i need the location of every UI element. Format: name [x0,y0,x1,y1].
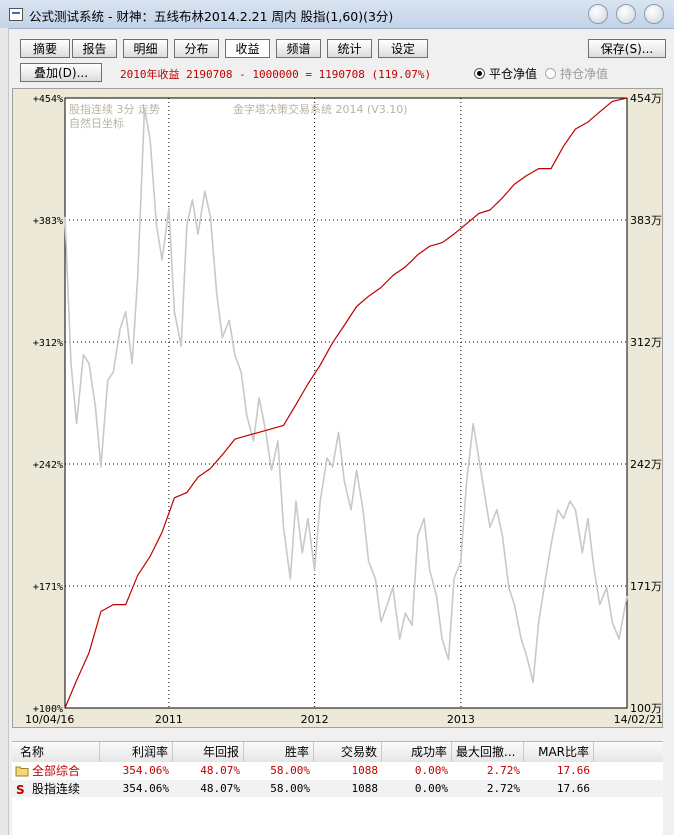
row-name: 全部综合 [32,764,81,778]
tab-detail[interactable]: 明细 [123,39,168,58]
equity-series-line [64,97,628,709]
tab-report[interactable]: 报告 [72,39,117,58]
maximize-button[interactable] [616,4,636,24]
tab-summary[interactable]: 摘要 [20,39,70,58]
tab-statistics[interactable]: 统计 [327,39,372,58]
overlay-button[interactable]: 叠加(D)... [20,63,102,82]
row-annual-return: 48.07% [200,764,240,777]
y-right-tick-label: 171万 [630,580,662,593]
radio-hold-equity-label: 持仓净值 [560,67,609,81]
x-tick-label: 14/02/21 [614,713,663,726]
y-right-tick-label: 454万 [630,92,662,105]
radio-dot-selected [474,68,485,79]
chart-overlay-system: 金字塔决策交易系统 2014 (V3.10) [233,102,408,116]
col-annual-return[interactable]: 年回报 [173,742,244,762]
save-button[interactable]: 保存(S)... [588,39,666,58]
app-icon [9,8,23,21]
radio-close-equity-label: 平仓净值 [489,67,538,81]
plot-area [64,97,628,709]
folder-icon [15,766,29,777]
title-bar: 公式测试系统 - 财神：五线布林2014.2.21 周内 股指(1,60)(3分… [0,0,674,29]
chart-overlay-title: 股指连续 3分 走势 [69,102,160,116]
chart-overlay-subtitle: 自然日坐标 [69,116,124,130]
price-series-line [64,107,628,684]
row-win-rate: 58.00% [270,764,310,777]
table-empty-area [12,797,663,835]
svg-text:S: S [16,783,25,795]
y-left-tick-label: +383% [33,216,63,227]
tab-distribution[interactable]: 分布 [174,39,219,58]
close-button[interactable] [644,4,664,24]
x-tick-label: 2011 [155,713,183,726]
y-right-tick-label: 383万 [630,214,662,227]
col-max-drawdown[interactable]: 最大回撤... [452,742,524,762]
tab-settings[interactable]: 设定 [378,39,428,58]
x-tick-label: 2013 [447,713,475,726]
minimize-button[interactable] [588,4,608,24]
row-profit: 354.06% [122,764,169,777]
row-trades: 1088 [351,764,379,777]
col-success-rate[interactable]: 成功率 [382,742,452,762]
y-left-tick-label: +242% [33,460,63,471]
row-mar-ratio: 17.66 [556,782,590,795]
table-row[interactable]: S 股指连续 354.06% 48.07% 58.00% 1088 0.00% … [12,780,663,798]
row-name: 股指连续 [32,782,81,796]
window-title: 公式测试系统 - 财神：五线布林2014.2.21 周内 股指(1,60)(3分… [29,9,394,24]
tab-spectrum[interactable]: 频谱 [276,39,321,58]
row-max-drawdown: 2.72% [486,782,520,795]
radio-hold-equity[interactable]: 持仓净值 [545,65,608,82]
x-tick-label: 10/04/16 [25,713,74,726]
col-mar-ratio[interactable]: MAR比率 [524,742,594,762]
left-window-edge [0,28,9,835]
radio-dot [545,68,556,79]
radio-close-equity[interactable]: 平仓净值 [474,65,537,82]
s-icon: S [16,783,25,795]
row-win-rate: 58.00% [270,782,310,795]
yearly-return-summary: 2010年收益 2190708 - 1000000 = 1190708 (119… [120,68,432,81]
row-mar-ratio: 17.66 [556,764,590,777]
y-left-tick-label: +312% [33,338,63,349]
equity-chart: +454% 454万 +383% 383万 +312% 312万 +242% 242万 +171… [25,92,663,726]
col-name[interactable]: 名称 [12,742,100,762]
row-annual-return: 48.07% [200,782,240,795]
row-trades: 1088 [351,782,379,795]
row-success-rate: 0.00% [414,764,448,777]
row-profit: 354.06% [122,782,169,795]
table-row[interactable]: 全部综合 354.06% 48.07% 58.00% 1088 0.00% 2.… [12,762,663,780]
col-win-rate[interactable]: 胜率 [244,742,314,762]
y-left-tick-label: +171% [33,582,63,593]
col-trades[interactable]: 交易数 [314,742,382,762]
x-tick-label: 2012 [301,713,329,726]
y-left-tick-label: +454% [33,94,63,105]
equity-chart-panel: +454% 454万 +383% 383万 +312% 312万 +242% 242万 +171… [12,88,663,728]
row-success-rate: 0.00% [414,782,448,795]
results-table-header: 名称 利润率 年回报 胜率 交易数 成功率 最大回撤... MAR比率 [12,741,663,763]
y-left-tick-label: +100% [33,704,63,715]
y-right-tick-label: 242万 [630,458,662,471]
tab-returns[interactable]: 收益 [225,39,270,58]
col-profit[interactable]: 利润率 [100,742,173,762]
y-right-tick-label: 100万 [630,702,662,715]
y-right-tick-label: 312万 [630,336,662,349]
row-max-drawdown: 2.72% [486,764,520,777]
